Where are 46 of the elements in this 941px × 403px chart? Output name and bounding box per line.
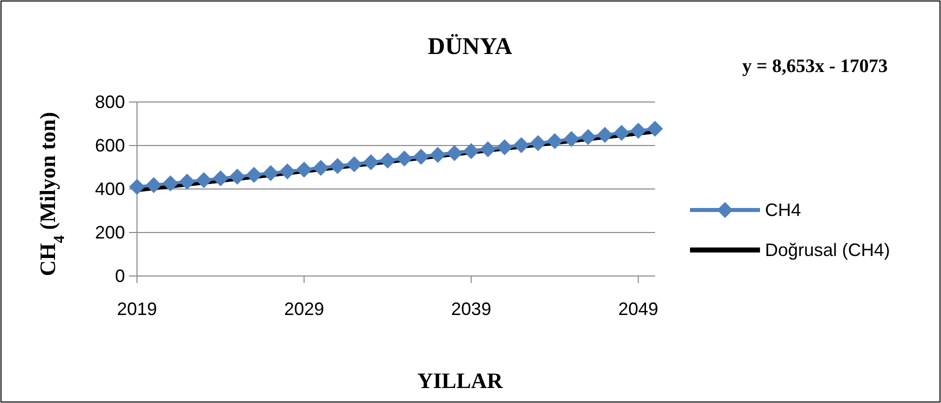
point — [129, 178, 145, 195]
point — [563, 130, 580, 147]
point — [647, 120, 663, 137]
point — [229, 168, 246, 185]
point — [262, 165, 279, 182]
y-tick-label: 600 — [94, 136, 125, 156]
y-tick-label: 200 — [94, 222, 125, 242]
x-axis-title: YILLAR — [417, 368, 504, 393]
point — [580, 129, 596, 146]
legend-label: CH4 — [765, 200, 802, 220]
point — [212, 170, 229, 186]
point — [530, 135, 546, 152]
point — [296, 162, 312, 178]
point — [480, 141, 496, 158]
point — [413, 148, 430, 165]
point — [513, 137, 530, 154]
point — [330, 158, 346, 174]
point — [630, 122, 646, 139]
x-tick-label: 2039 — [451, 299, 492, 319]
point — [496, 139, 513, 156]
x-tick-label: 2019 — [116, 299, 158, 319]
point — [396, 150, 412, 167]
point — [279, 163, 296, 180]
point — [446, 145, 462, 162]
point — [312, 160, 329, 176]
y-tick-label: 0 — [114, 266, 125, 286]
point — [546, 133, 563, 150]
point — [179, 174, 196, 190]
chart-title: DÜNYA — [428, 34, 513, 60]
point — [362, 154, 379, 170]
x-tick-label: 2049 — [618, 299, 658, 319]
x-tick-label: 2029 — [284, 299, 324, 319]
text: y = 8,653x - 17073 — [742, 56, 888, 77]
point — [380, 152, 396, 169]
y-tick-label: 800 — [94, 92, 125, 112]
point — [430, 146, 446, 163]
point — [614, 124, 630, 141]
point — [463, 143, 480, 160]
point — [246, 166, 262, 183]
point — [146, 177, 162, 194]
y-tick-label: 400 — [94, 179, 125, 199]
point — [162, 175, 178, 192]
point — [196, 172, 212, 188]
point — [596, 126, 613, 143]
point — [346, 156, 362, 172]
legend-label: Doğrusal (CH4) — [765, 240, 890, 260]
